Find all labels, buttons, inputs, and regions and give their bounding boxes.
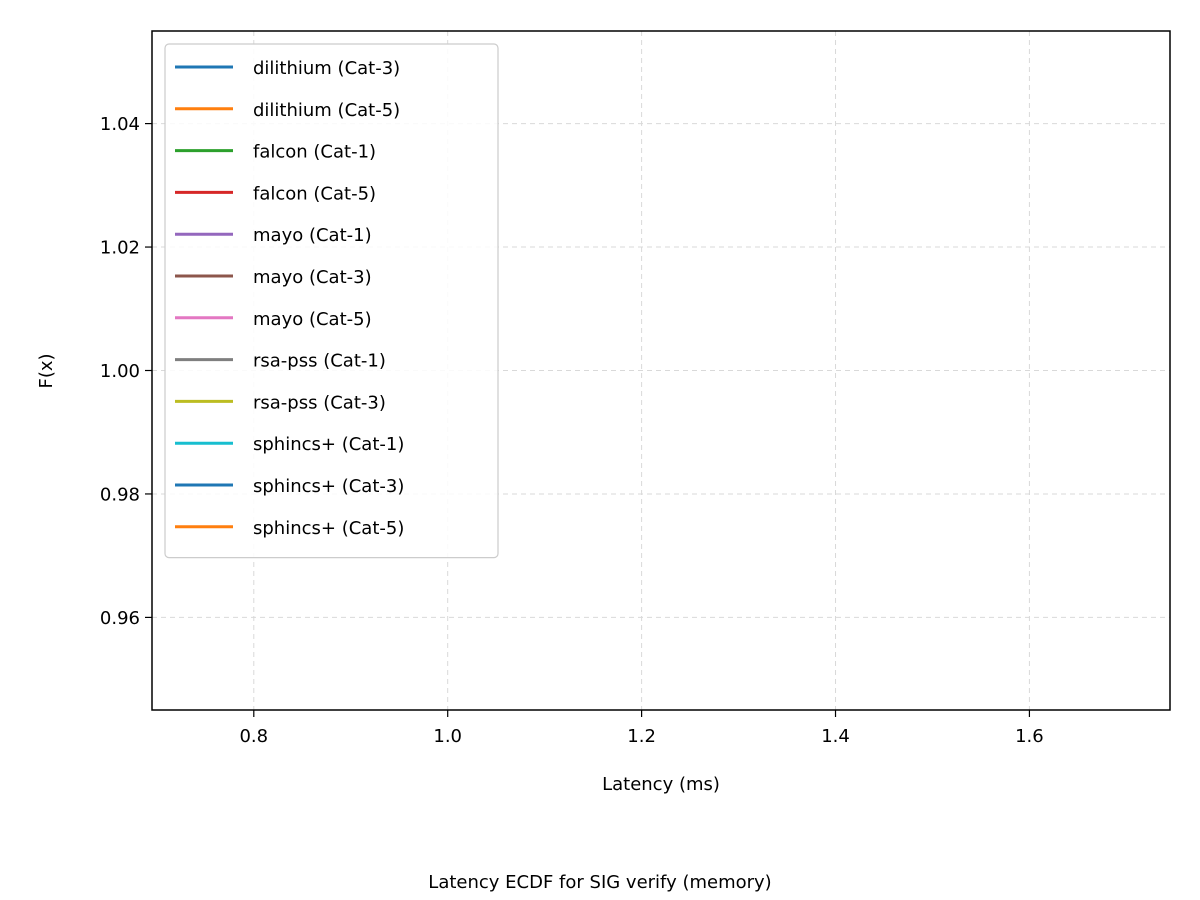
figure-caption: Latency ECDF for SIG verify (memory)	[428, 872, 771, 893]
legend-label: mayo (Cat-3)	[253, 267, 372, 288]
x-tick-label: 1.0	[433, 726, 462, 747]
legend-label: falcon (Cat-5)	[253, 183, 376, 204]
legend-label: sphincs+ (Cat-5)	[253, 518, 404, 539]
y-tick-label: 1.02	[100, 238, 140, 259]
legend-box	[164, 43, 499, 559]
y-tick-label: 1.04	[100, 114, 140, 135]
legend-label: mayo (Cat-1)	[253, 225, 372, 246]
y-axis-ticks: 0.96 0.98 1.00 1.02 1.04	[100, 114, 152, 629]
y-tick-label: 0.96	[100, 608, 140, 629]
legend-label: dilithium (Cat-5)	[253, 100, 400, 121]
x-tick-label: 0.8	[239, 726, 268, 747]
y-tick-label: 1.00	[100, 361, 140, 382]
x-tick-label: 1.6	[1015, 726, 1044, 747]
legend-label: mayo (Cat-5)	[253, 309, 372, 330]
grid	[152, 31, 1170, 710]
legend-label: sphincs+ (Cat-3)	[253, 476, 404, 497]
x-axis-ticks: 0.8 1.0 1.2 1.4 1.6	[239, 710, 1044, 747]
legend-label: rsa-pss (Cat-1)	[253, 351, 386, 372]
legend-label: rsa-pss (Cat-3)	[253, 392, 386, 413]
x-tick-label: 1.4	[821, 726, 850, 747]
x-tick-label: 1.2	[627, 726, 656, 747]
y-tick-label: 0.98	[100, 484, 140, 505]
legend-label: sphincs+ (Cat-1)	[253, 434, 404, 455]
legend-label: falcon (Cat-1)	[253, 142, 376, 163]
y-axis-label: F(x)	[36, 353, 57, 388]
x-axis-label: Latency (ms)	[602, 774, 720, 795]
legend-label: dilithium (Cat-3)	[253, 58, 400, 79]
legend: dilithium (Cat-3) dilithium (Cat-5) falcon…	[164, 43, 499, 559]
